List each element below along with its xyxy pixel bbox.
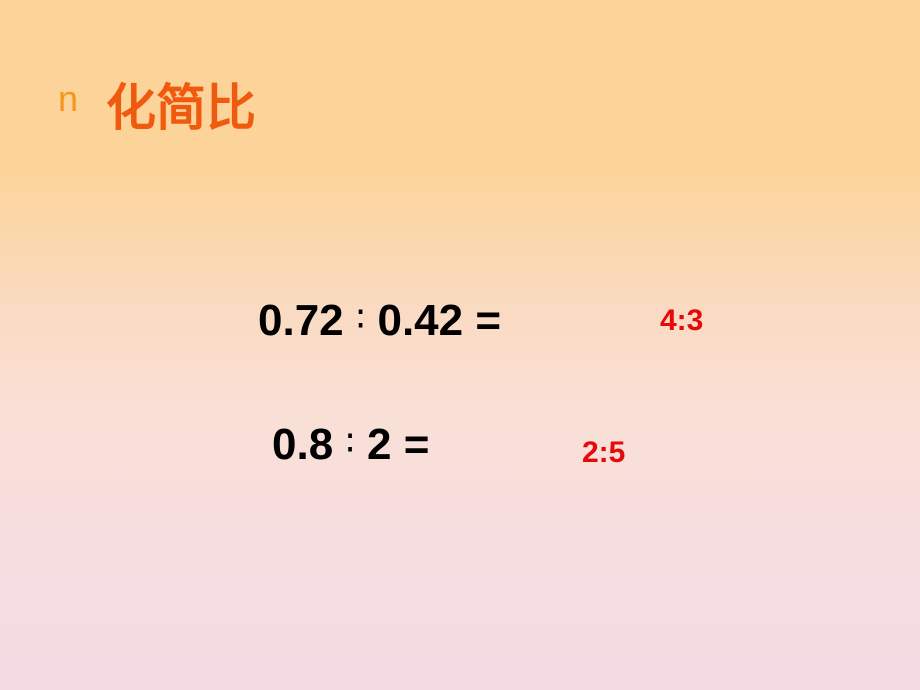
expr2-separator: ∶ <box>345 422 354 463</box>
expr2-right: 2 <box>367 420 391 469</box>
answer-1: 4:3 <box>660 304 703 338</box>
expr1-separator: ∶ <box>356 298 365 339</box>
expr1-equals: = <box>475 296 501 345</box>
expr1-right: 0.42 <box>377 296 463 345</box>
expr2-left: 0.8 <box>272 420 333 469</box>
expression-1: 0.72 ∶ 0.42 = <box>258 296 501 346</box>
answer-2: 2:5 <box>582 436 625 470</box>
expr2-equals: = <box>404 420 430 469</box>
slide-container: n 化简比 0.72 ∶ 0.42 = 4:3 0.8 ∶ 2 = 2:5 <box>0 0 920 690</box>
expr1-left: 0.72 <box>258 296 344 345</box>
slide-title: 化简比 <box>106 68 256 140</box>
bullet-marker: n <box>58 78 78 120</box>
expression-2: 0.8 ∶ 2 = <box>272 420 429 470</box>
